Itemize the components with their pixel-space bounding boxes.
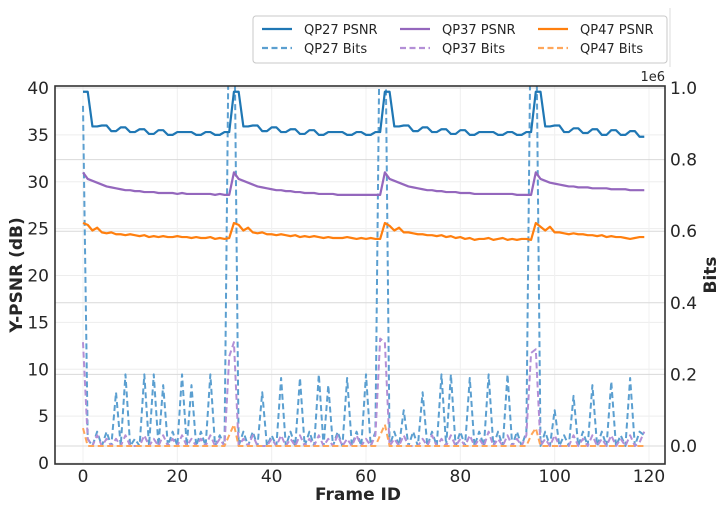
series-line-qp27-psnr [83,92,644,137]
y-tick-label-right: 0.8 [670,151,697,171]
y-tick-label-left: 10 [27,360,49,380]
y-tick-label-left: 35 [27,126,49,146]
y-tick-label-right: 0.4 [670,294,697,314]
legend-label: QP37 PSNR [442,23,516,38]
y-axis-label-left: Y-PSNR (dB) [7,217,27,333]
x-tick-label: 80 [450,467,472,487]
y-ticks-left: 0 5 10 15 20 25 30 35 40 [27,79,49,474]
y-tick-label-left: 40 [27,79,49,99]
legend-label: QP27 Bits [304,42,367,57]
right-axis-offset-text: 1e6 [640,70,665,85]
x-tick-label: 120 [633,467,665,487]
x-tick-label: 60 [355,467,377,487]
x-tick-label: 40 [261,467,283,487]
y-tick-label-left: 25 [27,220,49,240]
legend-label: QP27 PSNR [304,23,378,38]
y-tick-label-right: 0.2 [670,365,697,385]
legend-label: QP37 Bits [442,42,505,57]
y-tick-label-left: 5 [38,407,49,427]
y-tick-label-left: 30 [27,173,49,193]
y-tick-label-left: 15 [27,313,49,333]
series-line-qp37-psnr [83,172,644,195]
grid-right [55,88,665,446]
y-tick-label-right: 0.0 [670,437,697,457]
legend: QP27 PSNR QP37 PSNR QP47 PSNR QP27 Bits QP37… [253,16,667,63]
y-axis-label-right: Bits [701,256,721,293]
x-tick-label: 0 [78,467,89,487]
x-tick-label: 100 [538,467,570,487]
legend-label: QP47 PSNR [580,23,654,38]
x-axis-label: Frame ID [315,485,401,505]
y-ticks-right: 0.0 0.2 0.4 0.6 0.8 1.0 [670,79,697,457]
series-line-qp27-bits [83,0,644,446]
y-tick-label-left: 0 [38,454,49,474]
x-tick-label: 20 [167,467,189,487]
y-tick-label-right: 1.0 [670,79,697,99]
y-tick-label-right: 0.6 [670,222,697,242]
y-tick-label-left: 20 [27,267,49,287]
x-ticks: 0 20 40 60 80 100 120 [78,467,666,487]
legend-label: QP47 Bits [580,42,643,57]
series-line-qp37-bits [83,339,644,446]
series-layer [83,0,644,446]
